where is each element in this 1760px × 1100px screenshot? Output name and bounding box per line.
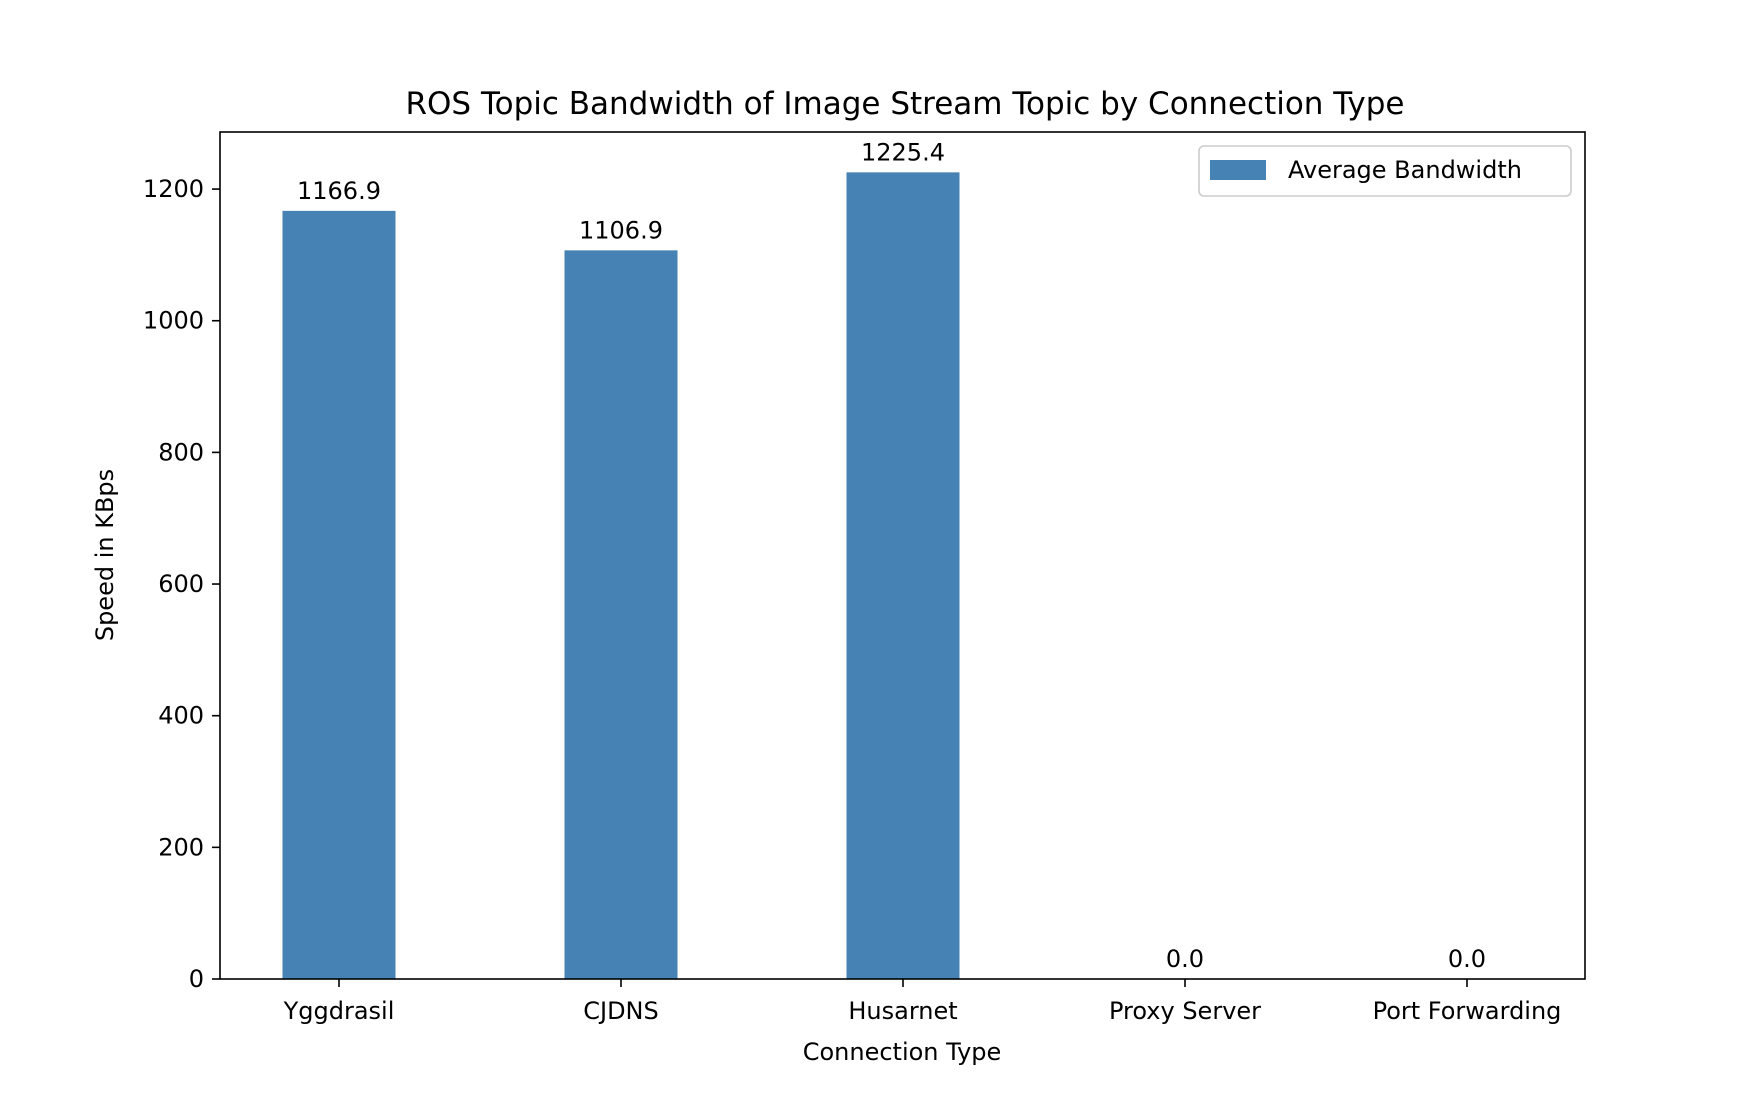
value-label-husarnet: 1225.4 [861, 138, 945, 166]
value-label-proxy-server: 0.0 [1166, 945, 1204, 973]
y-tick-label: 200 [158, 833, 204, 861]
x-tick-label: Husarnet [848, 997, 957, 1025]
value-label-port-forwarding: 0.0 [1448, 945, 1486, 973]
bar-cjdns [564, 250, 678, 980]
y-tick-label: 1000 [143, 307, 204, 335]
bars-layer [282, 172, 960, 980]
y-tick-label: 1200 [143, 175, 204, 203]
legend-box [1198, 145, 1572, 197]
y-tick-label: 800 [158, 438, 204, 466]
bar-yggdrasil [282, 210, 396, 980]
value-label-yggdrasil: 1166.9 [297, 177, 381, 205]
y-tick-label: 0 [189, 965, 204, 993]
y-tick-label: 600 [158, 570, 204, 598]
chart-title: ROS Topic Bandwidth of Image Stream Topi… [405, 86, 1404, 122]
value-labels-layer: 1166.9 1106.9 1225.4 0.0 0.0 [297, 138, 1486, 973]
value-label-cjdns: 1106.9 [579, 216, 663, 244]
y-tick-label: 400 [158, 702, 204, 730]
y-axis-ticks: 0 200 400 600 800 1000 1200 [143, 175, 220, 993]
legend-label: Average Bandwidth [1288, 156, 1522, 184]
x-tick-label: CJDNS [583, 997, 659, 1025]
y-axis-label: Speed in KBps [91, 469, 119, 641]
legend-swatch [1210, 160, 1266, 180]
x-tick-label: Proxy Server [1109, 997, 1261, 1025]
legend: Average Bandwidth [1198, 145, 1572, 197]
x-axis-ticks: Yggdrasil CJDNS Husarnet Proxy Server Port F… [283, 979, 1562, 1025]
bar-husarnet [846, 172, 960, 979]
x-tick-label: Port Forwarding [1373, 997, 1562, 1025]
x-tick-label: Yggdrasil [283, 997, 395, 1025]
x-axis-label: Connection Type [803, 1038, 1002, 1066]
